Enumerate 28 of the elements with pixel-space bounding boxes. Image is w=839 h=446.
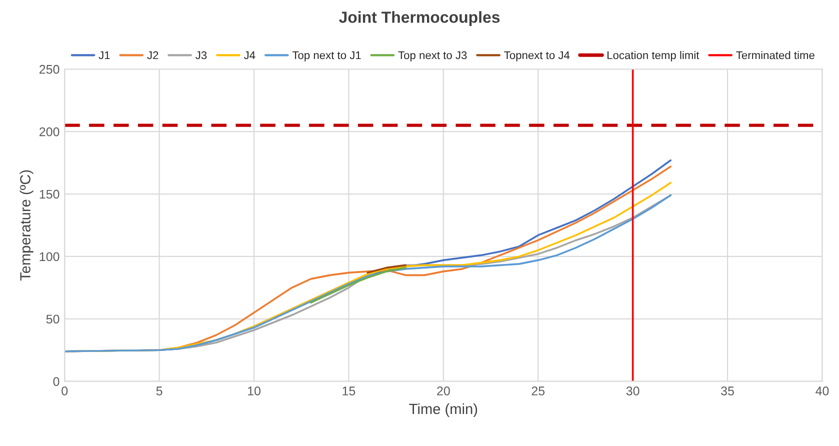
legend-label: Top next to J1 xyxy=(292,51,361,62)
legend-label: Topnext to J4 xyxy=(504,51,570,62)
line-series xyxy=(310,266,406,304)
x-tick-label: 0 xyxy=(62,386,68,396)
y-tick-label: 200 xyxy=(40,127,60,136)
x-tick-label: 5 xyxy=(156,386,162,396)
x-tick-label: 40 xyxy=(816,386,829,396)
legend-label: J3 xyxy=(196,51,207,60)
y-axis-title: Temperature (ºC) xyxy=(20,170,34,281)
y-tick-label: 0 xyxy=(53,377,60,386)
y-tick-label: 250 xyxy=(40,64,60,74)
legend-label: J4 xyxy=(244,51,256,60)
chart-title: Joint Thermocouples xyxy=(338,11,500,26)
x-tick-label: 20 xyxy=(437,386,450,396)
x-tick-label: 30 xyxy=(626,386,640,396)
legend-label: Top next to J3 xyxy=(398,51,467,62)
legend-label: Location temp limit xyxy=(608,50,700,62)
legend-label: J1 xyxy=(98,51,110,60)
y-tick-label: 50 xyxy=(46,314,60,324)
x-tick-label: 25 xyxy=(532,386,545,396)
x-tick-label: 35 xyxy=(721,386,734,396)
y-tick-label: 100 xyxy=(40,252,60,262)
legend-label: Terminated time xyxy=(736,50,814,60)
legend-label: J2 xyxy=(147,51,158,60)
y-tick-label: 150 xyxy=(40,190,60,199)
x-tick-label: 15 xyxy=(342,386,356,396)
x-axis-title: Time (min) xyxy=(409,403,478,417)
x-tick-label: 10 xyxy=(248,386,260,396)
